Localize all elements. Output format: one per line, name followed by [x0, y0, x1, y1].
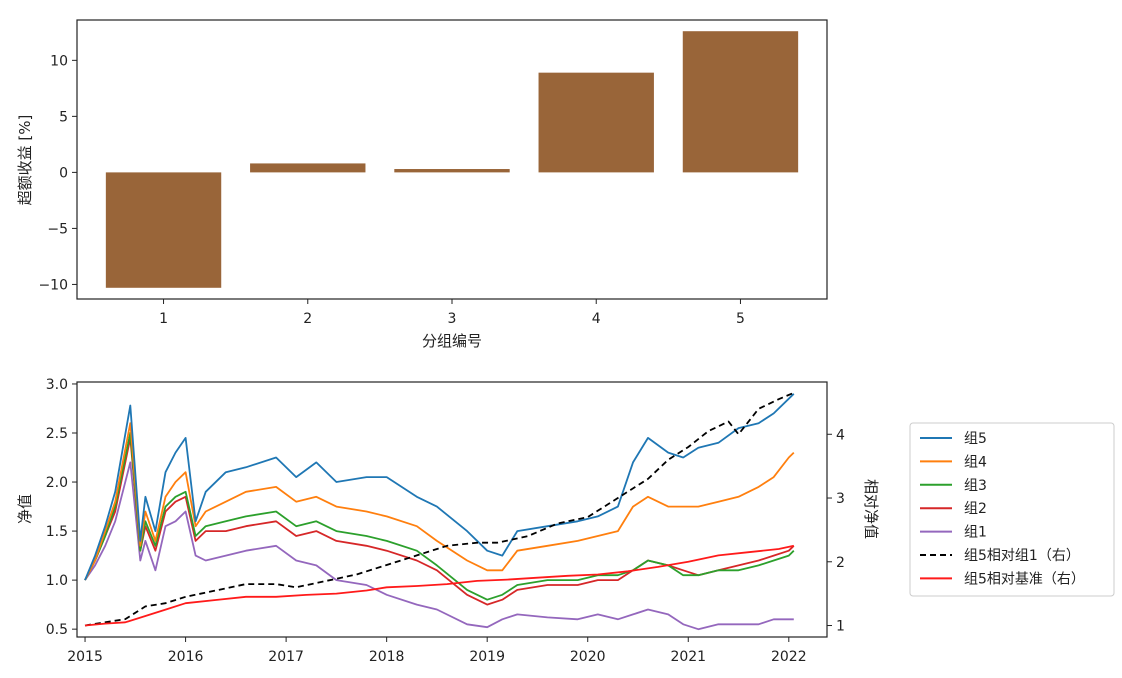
line-x-tick-label: 2015 [67, 649, 103, 665]
bar-y-tick-label: 10 [50, 53, 68, 69]
line-y-tick-label: 1.0 [46, 573, 68, 589]
bar-group-2 [250, 163, 366, 173]
bar-y-axis-label: 超额收益 [%] [16, 115, 34, 206]
line-chart-panel: 0.5 1.0 1.5 2.0 2.5 3.0 1 2 3 4 2015 2016 2017 2018… [16, 377, 880, 665]
legend-frame [909, 422, 1115, 597]
bar-y-tick-label: −5 [47, 221, 68, 237]
legend: 组5 组4 组3 组2 组1 组5相对组1（右） 组5相对基准（右） [909, 422, 1115, 597]
bar-group-1 [105, 172, 222, 288]
series-line-3 [84, 437, 795, 606]
bar-x-tick-label: 5 [736, 311, 745, 327]
line-y2-tick-label: 3 [836, 491, 845, 507]
line-y-tick-label: 1.5 [46, 524, 68, 540]
series-line-4 [84, 461, 794, 631]
legend-label-4: 组1 [964, 525, 987, 541]
line-y-axis-label: 净值 [16, 494, 34, 524]
line-y2-tick-label: 2 [836, 555, 845, 571]
legend-label-2: 组3 [964, 478, 987, 494]
series-line-5 [84, 391, 795, 627]
line-y2-axis-label: 相对净值 [862, 479, 880, 539]
line-y2-tick-label: 4 [836, 427, 845, 443]
line-y-tick-label: 3.0 [46, 377, 68, 393]
legend-label-0: 组5 [964, 431, 987, 447]
line-x-tick-label: 2021 [670, 649, 706, 665]
bar-group-5 [682, 31, 799, 173]
line-x-tick-label: 2022 [771, 649, 807, 665]
line-x-tick-label: 2016 [168, 649, 204, 665]
bar-x-tick-label: 3 [448, 311, 457, 327]
legend-label-3: 组2 [964, 501, 987, 517]
series-line-6 [84, 544, 794, 627]
bar-y-tick-label: −10 [38, 277, 68, 293]
bar-x-axis-label: 分组编号 [422, 332, 482, 350]
series-line-2 [84, 432, 795, 601]
line-x-tick-label: 2018 [369, 649, 405, 665]
line-y2-tick-label: 1 [836, 619, 845, 635]
bar-group-3 [394, 169, 510, 173]
bar-y-tick-label: 0 [59, 165, 68, 181]
bar-group-4 [538, 72, 654, 173]
line-x-tick-label: 2020 [570, 649, 606, 665]
series-line-0 [84, 393, 795, 581]
legend-label-1: 组4 [964, 454, 987, 470]
bar-x-tick-label: 4 [592, 311, 601, 327]
line-y-tick-label: 2.0 [46, 475, 68, 491]
line-x-tick-label: 2017 [268, 649, 304, 665]
line-x-tick-label: 2019 [469, 649, 505, 665]
legend-label-5: 组5相对组1（右） [964, 548, 1080, 564]
bar-x-tick-label: 1 [159, 311, 168, 327]
legend-label-6: 组5相对基准（右） [964, 570, 1085, 587]
line-y-tick-label: 0.5 [46, 622, 68, 638]
bar-chart-panel: −10 −5 0 5 10 1 2 3 4 5 分组编号 超额收益 [%] [16, 19, 828, 350]
line-plot-frame [76, 381, 828, 638]
bar-y-tick-label: 5 [59, 109, 68, 125]
series-line-1 [84, 422, 795, 581]
bar-x-tick-label: 2 [303, 311, 312, 327]
line-y-tick-label: 2.5 [46, 426, 68, 442]
